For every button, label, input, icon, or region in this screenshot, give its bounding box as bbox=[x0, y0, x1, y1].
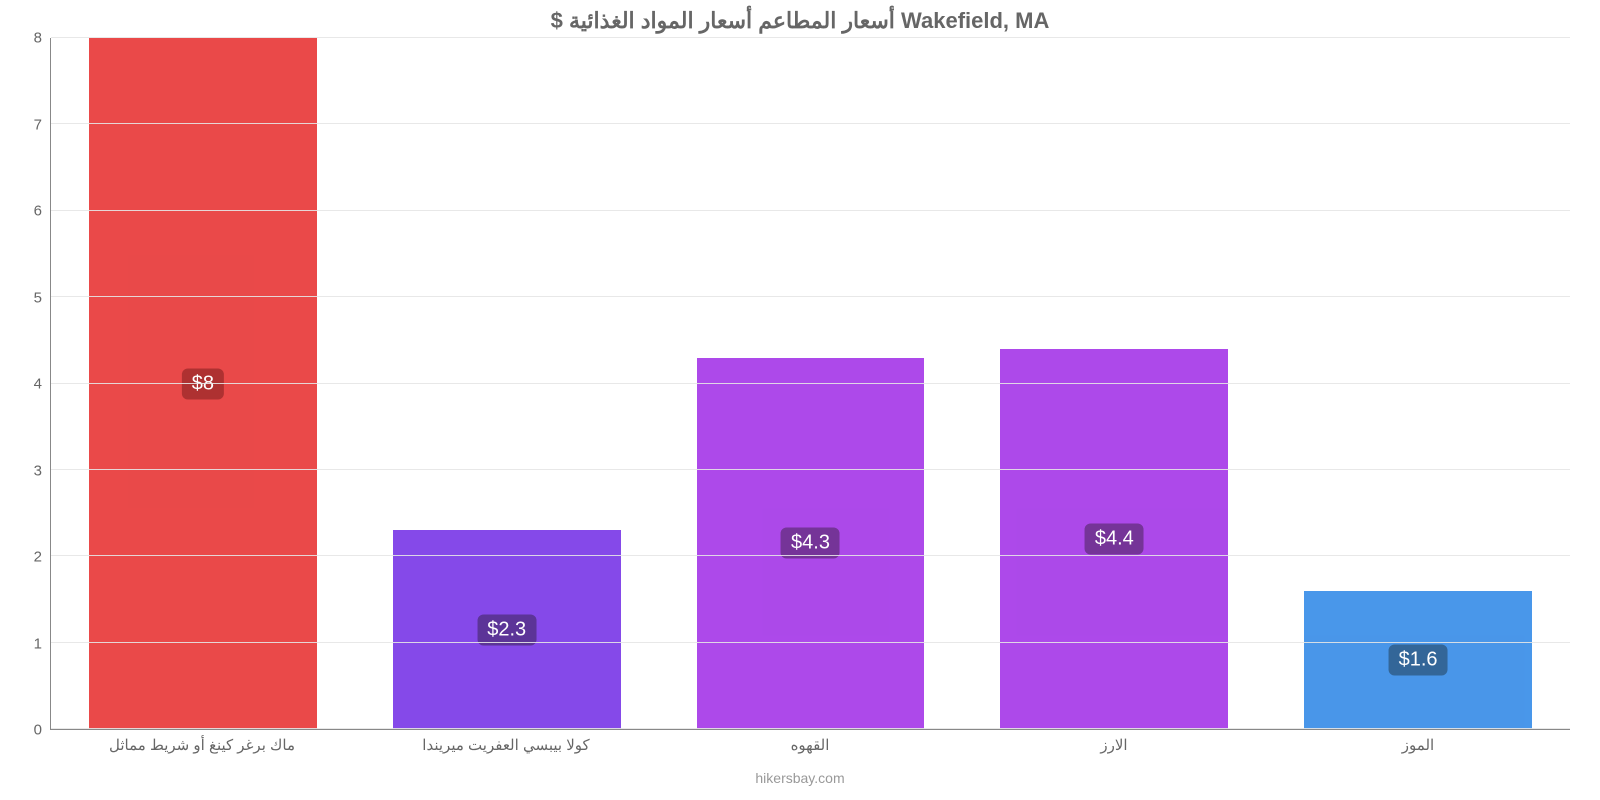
bar: $4.3 bbox=[697, 358, 925, 729]
x-tick: كولا بيبسي العفريت ميريندا bbox=[422, 736, 589, 754]
grid-line bbox=[51, 642, 1570, 643]
bar: $8 bbox=[89, 38, 317, 729]
bar-value-label: $1.6 bbox=[1389, 644, 1448, 675]
plot-row: 012345678 $8$2.3$4.3$4.4$1.6 bbox=[0, 38, 1600, 730]
y-tick: 4 bbox=[34, 376, 42, 393]
bar: $1.6 bbox=[1304, 591, 1532, 729]
bar-value-label: $2.3 bbox=[477, 614, 536, 645]
x-tick: الارز bbox=[1100, 736, 1127, 754]
grid-line bbox=[51, 123, 1570, 124]
grid-line bbox=[51, 37, 1570, 38]
y-tick: 1 bbox=[34, 635, 42, 652]
y-tick: 3 bbox=[34, 462, 42, 479]
grid-line bbox=[51, 555, 1570, 556]
x-tick: ماك برغر كينغ أو شريط مماثل bbox=[109, 736, 295, 754]
grid-line bbox=[51, 383, 1570, 384]
bar-value-label: $8 bbox=[182, 368, 224, 399]
y-tick: 7 bbox=[34, 116, 42, 133]
bar: $4.4 bbox=[1000, 349, 1228, 729]
grid-line bbox=[51, 296, 1570, 297]
x-axis: ماك برغر كينغ أو شريط مماثل كولا بيبسي ال… bbox=[50, 730, 1570, 770]
y-tick: 2 bbox=[34, 549, 42, 566]
grid-line bbox=[51, 469, 1570, 470]
bar-value-label: $4.4 bbox=[1085, 523, 1144, 554]
y-axis: 012345678 bbox=[0, 38, 50, 730]
price-chart: $ أسعار المطاعم أسعار المواد الغذائية Wa… bbox=[0, 0, 1600, 800]
bar-value-label: $4.3 bbox=[781, 528, 840, 559]
y-tick: 8 bbox=[34, 30, 42, 47]
y-tick: 0 bbox=[34, 722, 42, 739]
chart-title: $ أسعار المطاعم أسعار المواد الغذائية Wa… bbox=[0, 0, 1600, 38]
grid-line bbox=[51, 728, 1570, 729]
plot-area: $8 $2.3 $4.3 $4.4 $1.6 bbox=[50, 38, 1570, 730]
x-tick: الموز bbox=[1402, 736, 1434, 754]
grid-line bbox=[51, 210, 1570, 211]
y-tick: 6 bbox=[34, 203, 42, 220]
bar: $2.3 bbox=[393, 530, 621, 729]
x-tick: القهوه bbox=[791, 736, 830, 754]
chart-footer: hikersbay.com bbox=[0, 770, 1600, 800]
bars-layer: $8 $2.3 $4.3 $4.4 $1.6 bbox=[51, 38, 1570, 729]
y-tick: 5 bbox=[34, 289, 42, 306]
